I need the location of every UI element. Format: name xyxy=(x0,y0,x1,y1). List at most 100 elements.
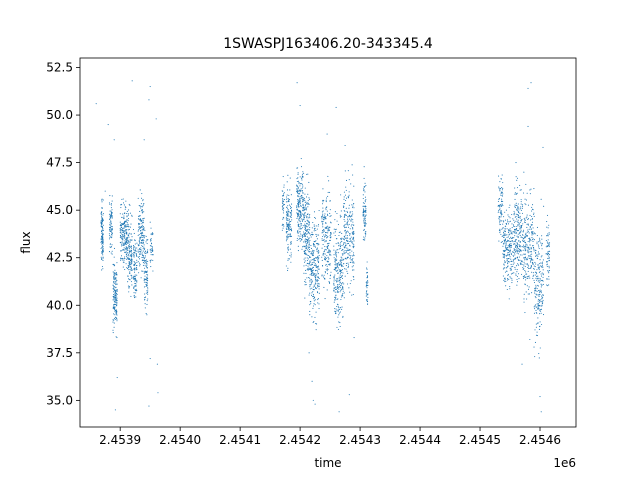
data-point xyxy=(310,256,312,258)
data-point xyxy=(525,258,527,260)
data-point xyxy=(531,237,533,239)
data-point xyxy=(526,263,528,265)
data-point xyxy=(109,246,111,248)
data-point xyxy=(529,241,531,243)
data-point xyxy=(323,252,325,254)
data-point xyxy=(523,229,525,231)
data-point xyxy=(309,217,311,219)
data-point xyxy=(517,214,519,216)
data-point xyxy=(110,213,113,215)
data-point xyxy=(524,248,526,250)
data-point xyxy=(324,234,327,236)
data-point xyxy=(316,280,318,282)
data-point xyxy=(313,303,315,305)
data-point xyxy=(283,200,285,203)
data-point xyxy=(113,256,115,258)
data-point xyxy=(134,265,136,267)
data-point xyxy=(144,250,146,252)
data-point xyxy=(130,223,132,225)
data-point xyxy=(508,298,510,300)
data-point xyxy=(364,191,366,193)
data-point xyxy=(542,294,544,296)
data-point xyxy=(324,270,326,273)
data-point xyxy=(128,258,130,260)
data-point xyxy=(342,288,344,290)
data-point xyxy=(102,268,104,270)
data-point xyxy=(112,332,114,334)
data-point xyxy=(343,258,345,260)
data-point xyxy=(339,311,342,313)
data-point xyxy=(337,280,339,282)
data-point xyxy=(347,224,349,226)
data-point xyxy=(348,194,350,196)
data-point xyxy=(128,247,130,249)
data-point xyxy=(341,253,343,255)
data-point xyxy=(329,277,331,280)
data-point xyxy=(322,213,324,215)
data-point xyxy=(304,232,306,234)
data-point xyxy=(535,252,537,254)
data-point xyxy=(540,292,542,294)
data-point xyxy=(313,225,315,227)
data-point xyxy=(305,250,307,252)
data-point xyxy=(309,274,311,276)
data-point xyxy=(366,272,368,274)
data-point xyxy=(508,229,510,231)
data-point xyxy=(334,211,336,213)
data-point xyxy=(347,242,350,245)
data-point xyxy=(334,252,336,254)
data-point xyxy=(141,224,143,226)
data-point xyxy=(324,217,326,219)
data-point xyxy=(311,267,313,270)
data-point xyxy=(133,277,135,279)
data-point xyxy=(509,228,511,230)
data-point xyxy=(366,275,369,277)
data-point xyxy=(500,205,503,207)
data-point xyxy=(522,205,524,207)
data-point xyxy=(334,308,336,310)
data-point xyxy=(150,245,152,247)
data-point xyxy=(337,298,339,300)
data-point xyxy=(336,251,338,253)
data-point xyxy=(315,287,317,289)
data-point xyxy=(305,207,307,209)
data-point xyxy=(541,242,543,245)
data-point xyxy=(298,182,300,184)
data-point xyxy=(518,222,520,224)
data-point xyxy=(539,265,541,267)
data-point xyxy=(327,245,329,247)
data-point xyxy=(518,244,520,246)
data-point xyxy=(137,256,139,258)
data-point xyxy=(343,251,345,253)
data-point xyxy=(344,144,346,147)
data-point xyxy=(308,245,310,247)
data-point xyxy=(524,312,526,314)
data-point xyxy=(112,307,115,309)
data-point xyxy=(538,293,540,296)
data-point xyxy=(123,248,125,251)
data-point xyxy=(145,259,147,261)
data-point xyxy=(313,250,315,252)
data-point xyxy=(120,238,122,240)
data-point xyxy=(305,241,307,243)
data-point xyxy=(532,259,534,261)
data-point xyxy=(538,295,540,297)
data-point xyxy=(529,219,532,221)
data-point xyxy=(333,254,335,256)
data-point xyxy=(350,225,352,227)
data-point xyxy=(502,182,504,184)
data-point xyxy=(336,272,339,274)
data-point xyxy=(534,308,536,310)
data-point xyxy=(300,158,302,160)
data-point xyxy=(506,236,508,238)
data-point xyxy=(305,243,307,245)
data-point xyxy=(498,240,500,242)
data-point xyxy=(310,302,312,304)
data-point xyxy=(547,227,549,229)
data-point xyxy=(503,263,505,265)
data-point xyxy=(353,279,355,281)
data-point xyxy=(110,207,112,209)
data-point xyxy=(139,215,141,217)
data-point xyxy=(296,184,298,186)
data-point xyxy=(101,251,103,253)
